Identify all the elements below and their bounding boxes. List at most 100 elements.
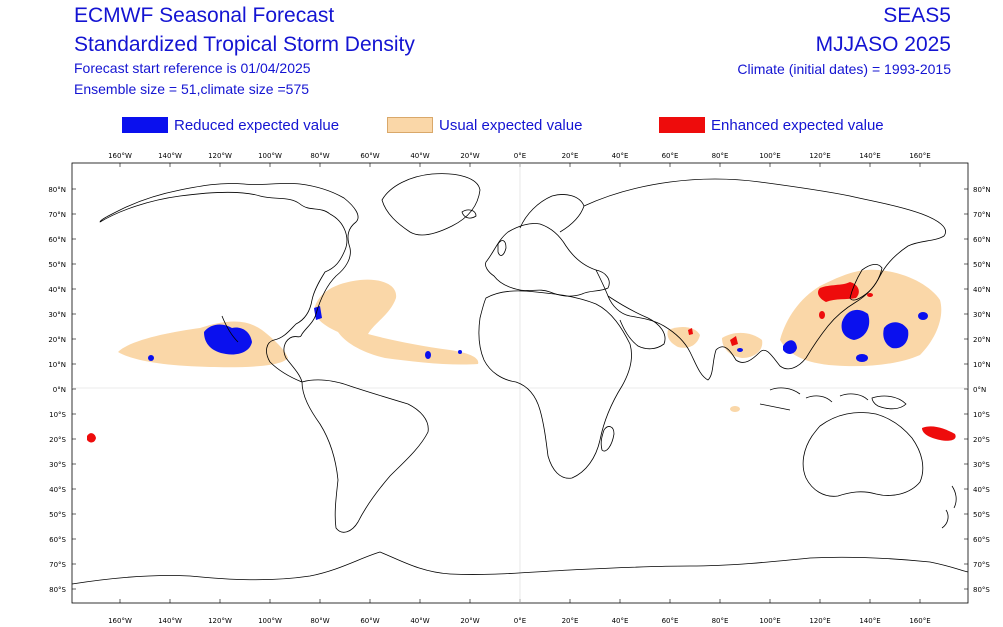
- lat-tick-label-left: 40°S: [49, 486, 66, 494]
- lon-tick-label-bottom: 140°E: [859, 617, 880, 625]
- legend-label-usual: Usual expected value: [439, 116, 583, 134]
- reduced-region-south-china-sea: [783, 340, 797, 354]
- lat-tick-label-left: 50°N: [48, 261, 66, 269]
- legend-item-enhanced: Enhanced expected value: [659, 116, 884, 134]
- lon-tick-label-bottom: 120°W: [208, 617, 232, 625]
- coast-asia: [583, 178, 946, 381]
- lat-tick-label-right: 60°S: [973, 536, 990, 544]
- lat-tick-label-right: 30°S: [973, 461, 990, 469]
- title-main: ECMWF Seasonal Forecast: [74, 4, 335, 27]
- lat-tick-label-left: 80°N: [48, 186, 66, 194]
- usual-region-north-atlantic: [314, 279, 479, 365]
- coast-baja: [221, 315, 239, 343]
- lat-tick-label-left: 10°S: [49, 411, 66, 419]
- climate-period-text: Climate (initial dates) = 1993-2015: [737, 61, 951, 77]
- coast-scandinavia: [519, 194, 585, 233]
- reduced-region-atlantic-small: [458, 350, 462, 354]
- lon-tick-label-bottom: 40°E: [612, 617, 629, 625]
- lat-tick-label-left: 30°S: [49, 461, 66, 469]
- lon-tick-label-top: 100°E: [759, 152, 780, 160]
- lon-tick-label-top: 40°W: [410, 152, 429, 160]
- coast-indonesia: [759, 387, 869, 411]
- forecast-start-text: Forecast start reference is 01/04/2025: [74, 60, 311, 76]
- lon-tick-label-bottom: 80°W: [310, 617, 329, 625]
- reduced-region-west-pacific-south: [856, 354, 868, 362]
- legend-item-usual: Usual expected value: [387, 116, 582, 134]
- coast-japan: [849, 264, 883, 301]
- lon-tick-label-bottom: 0°E: [514, 617, 526, 625]
- reduced-region-us-east-coast: [314, 306, 322, 320]
- reduced-region-east-pacific-small: [148, 355, 154, 361]
- lon-tick-label-bottom: 20°W: [460, 617, 479, 625]
- legend-label-reduced: Reduced expected value: [174, 116, 340, 134]
- lat-tick-label-right: 80°S: [973, 586, 990, 594]
- lon-tick-label-top: 140°W: [158, 152, 182, 160]
- coast-africa: [478, 290, 632, 479]
- lon-tick-label-bottom: 20°E: [562, 617, 579, 625]
- lat-tick-label-left: 70°S: [49, 561, 66, 569]
- lon-tick-label-top: 160°W: [108, 152, 132, 160]
- lat-tick-label-left: 40°N: [48, 286, 66, 294]
- usual-region-south-indian: [730, 406, 740, 412]
- lon-tick-label-top: 60°E: [662, 152, 679, 160]
- lat-tick-label-right: 40°S: [973, 486, 990, 494]
- lat-tick-label-left: 60°S: [49, 536, 66, 544]
- lat-tick-label-right: 20°N: [973, 336, 991, 344]
- lat-tick-label-right: 0°N: [973, 386, 986, 394]
- enhanced-region-coral-sea: [922, 426, 956, 441]
- lat-tick-label-left: 60°N: [48, 236, 66, 244]
- legend-swatch-reduced: [122, 117, 168, 133]
- lon-tick-label-top: 0°E: [514, 152, 526, 160]
- lat-tick-label-left: 0°N: [53, 386, 66, 394]
- enhanced-region-taiwan: [819, 311, 825, 319]
- lon-tick-label-bottom: 160°E: [909, 617, 930, 625]
- lon-tick-label-top: 20°E: [562, 152, 579, 160]
- lon-tick-label-top: 20°W: [460, 152, 479, 160]
- ensemble-size-text: Ensemble size = 51,climate size =575: [74, 81, 310, 97]
- lon-tick-label-top: 40°E: [612, 152, 629, 160]
- legend-swatch-usual: [387, 117, 433, 133]
- reduced-region-philippine-sea: [841, 309, 870, 340]
- legend-swatch-enhanced: [659, 117, 705, 133]
- coast-madagascar: [600, 426, 615, 452]
- coast-new-guinea: [871, 395, 907, 410]
- lon-tick-label-top: 140°E: [859, 152, 880, 160]
- lat-tick-label-right: 30°N: [973, 311, 991, 319]
- lat-tick-label-left: 20°N: [48, 336, 66, 344]
- enhanced-region-bay-of-bengal: [730, 336, 738, 346]
- lat-tick-label-left: 20°S: [49, 436, 66, 444]
- reduced-region-bay-of-bengal: [737, 348, 743, 352]
- lat-tick-label-left: 70°N: [48, 211, 66, 219]
- lon-tick-label-bottom: 100°W: [258, 617, 282, 625]
- lat-tick-label-right: 70°N: [973, 211, 991, 219]
- enhanced-region-japan-sea: [867, 293, 873, 297]
- lon-tick-label-bottom: 40°W: [410, 617, 429, 625]
- legend-label-enhanced: Enhanced expected value: [711, 116, 884, 134]
- lat-tick-label-right: 70°S: [973, 561, 990, 569]
- lon-tick-label-top: 80°W: [310, 152, 329, 160]
- lon-tick-label-bottom: 60°W: [360, 617, 379, 625]
- lon-tick-label-bottom: 120°E: [809, 617, 830, 625]
- lon-tick-label-bottom: 80°E: [712, 617, 729, 625]
- lon-tick-label-bottom: 140°W: [158, 617, 182, 625]
- season-label: MJJASO 2025: [815, 33, 951, 56]
- axis-tick-labels: 160°W 160°W 140°W 140°W 120°W 120°W 100°W 100°W…: [48, 152, 990, 625]
- reduced-region-caribbean: [425, 351, 431, 359]
- reduced-region-west-pacific-east: [883, 322, 909, 349]
- coast-europe: [485, 223, 610, 297]
- coast-iceland: [461, 209, 477, 219]
- lon-tick-label-top: 60°W: [360, 152, 379, 160]
- reduced-region-west-pacific-ne: [918, 312, 928, 320]
- coast-new-zealand: [941, 485, 957, 529]
- lat-tick-label-left: 30°N: [48, 311, 66, 319]
- coast-greenland: [381, 173, 481, 236]
- lon-tick-label-bottom: 60°E: [662, 617, 679, 625]
- lat-tick-label-right: 20°S: [973, 436, 990, 444]
- coast-arabia: [607, 295, 666, 350]
- lat-tick-label-right: 50°N: [973, 261, 991, 269]
- lat-tick-label-left: 50°S: [49, 511, 66, 519]
- lat-tick-label-right: 10°S: [973, 411, 990, 419]
- legend-item-reduced: Reduced expected value: [122, 116, 339, 134]
- lon-tick-label-bottom: 160°W: [108, 617, 132, 625]
